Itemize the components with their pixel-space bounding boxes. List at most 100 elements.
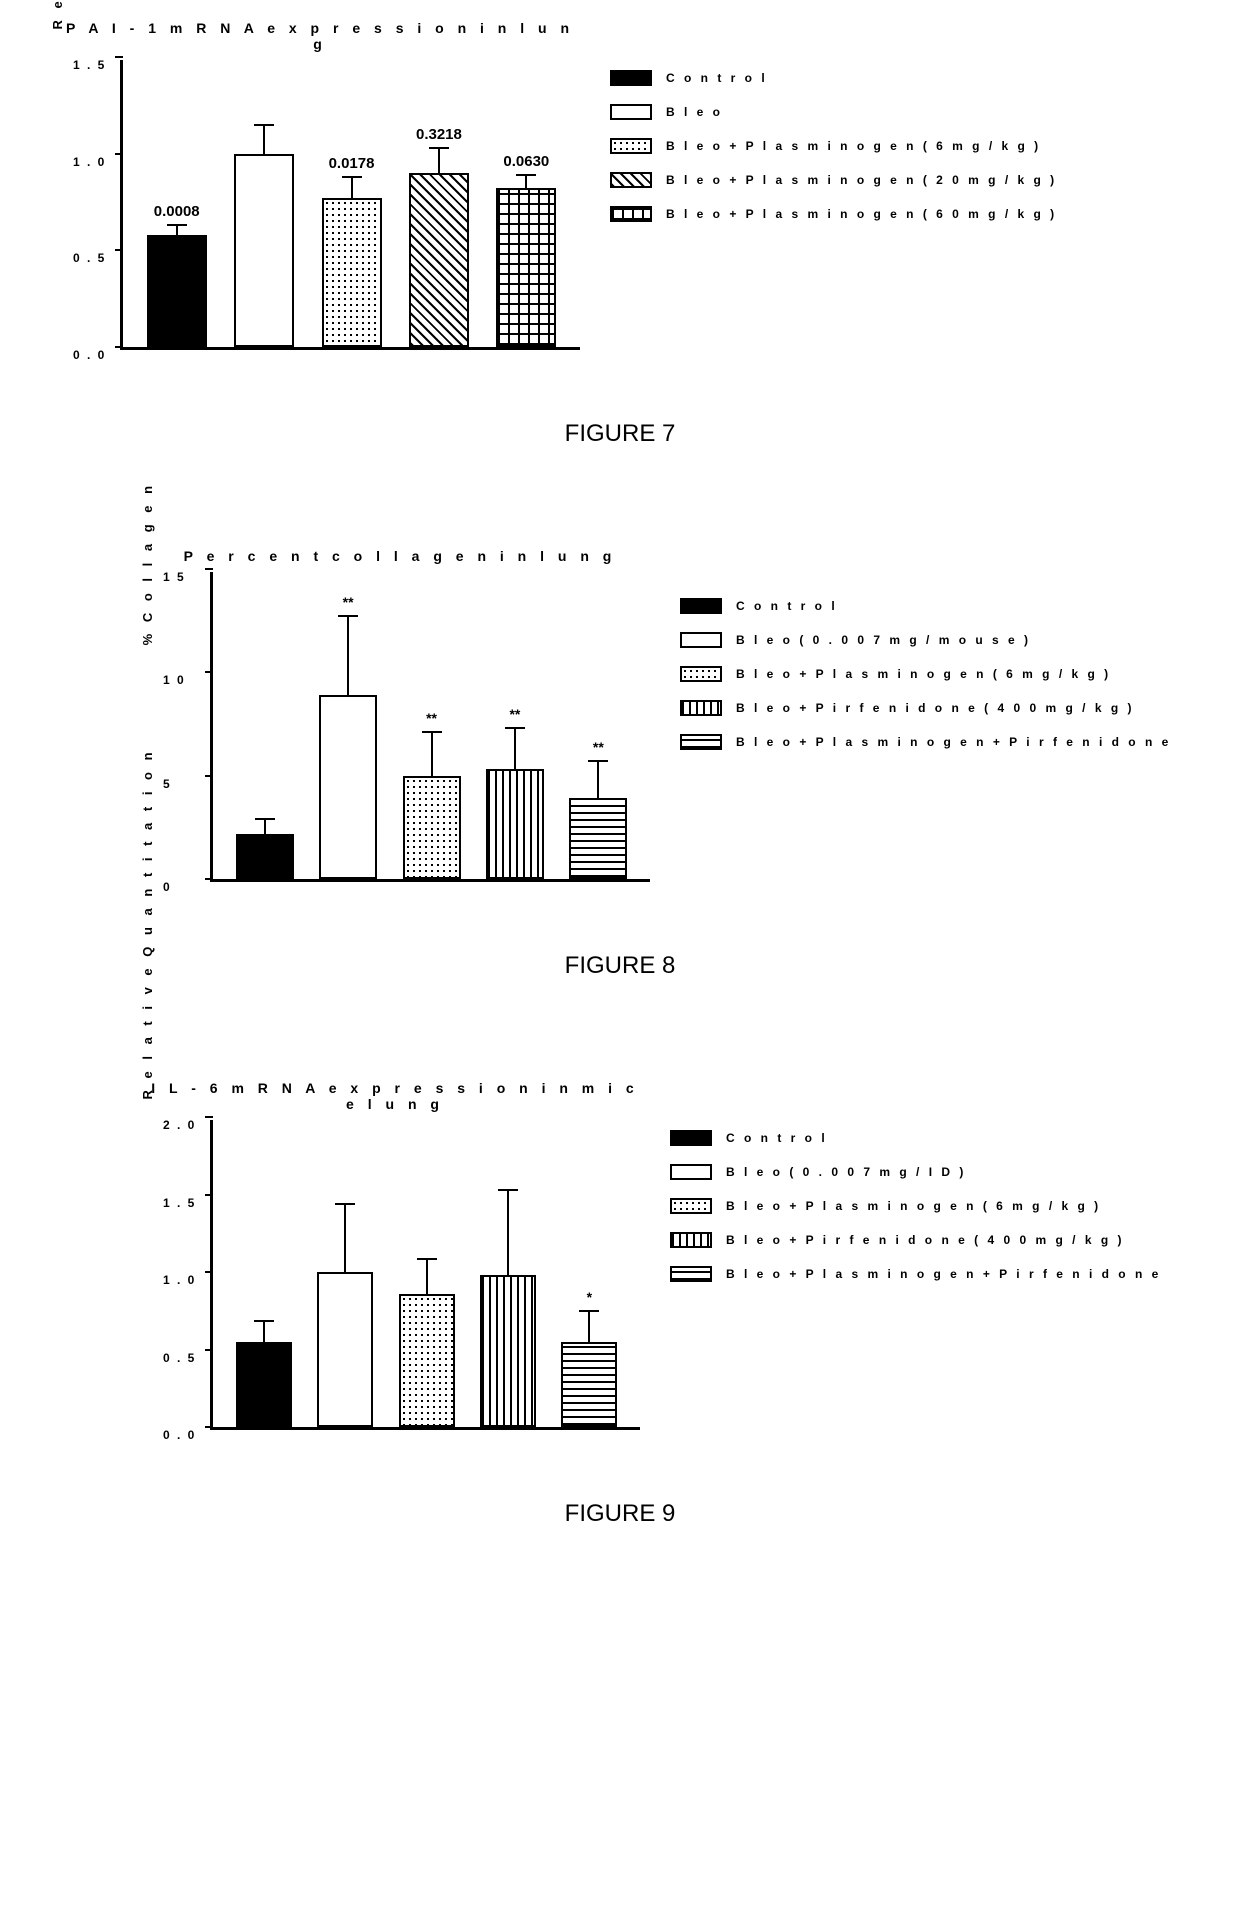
legend-swatch <box>610 70 652 86</box>
legend-item-1: B l e o ( 0 . 0 0 7 m g / m o u s e ) <box>680 632 1171 648</box>
figure9-block: I L - 6 m R N A e x p r e s s i o n i n … <box>20 1080 1220 1528</box>
legend-label: B l e o <box>666 105 723 119</box>
ytick-label: 0 <box>163 880 172 894</box>
ytick-mark <box>115 153 123 155</box>
error-bar <box>351 177 353 200</box>
legend-swatch <box>680 666 722 682</box>
error-cap <box>422 731 442 733</box>
legend-swatch <box>680 632 722 648</box>
legend-item-0: C o n t r o l <box>670 1130 1161 1146</box>
bar-slot: ** <box>557 572 640 879</box>
legend: C o n t r o l B l e o ( 0 . 0 0 7 m g / m… <box>680 598 1171 768</box>
bar-4: * <box>561 1342 617 1427</box>
bars-row: 0.00080.01780.32180.0630 <box>123 60 580 347</box>
legend-label: B l e o + P l a s m i n o g e n + P i r … <box>726 1267 1161 1281</box>
error-bar <box>176 225 178 237</box>
ytick-label: 1 . 0 <box>163 1273 196 1287</box>
error-cap <box>417 1258 437 1260</box>
legend-label: C o n t r o l <box>736 599 838 613</box>
error-bar <box>426 1259 428 1296</box>
bar-2 <box>399 1294 455 1427</box>
legend-swatch <box>610 138 652 154</box>
ytick-mark <box>205 1426 213 1428</box>
error-bar <box>514 728 516 771</box>
error-bar <box>507 1190 509 1277</box>
legend-label: B l e o + P l a s m i n o g e n ( 6 m g … <box>726 1199 1101 1213</box>
legend: C o n t r o l B l e o ( 0 . 0 0 7 m g / I… <box>670 1130 1161 1300</box>
legend-item-4: B l e o + P l a s m i n o g e n + P i r … <box>680 734 1171 750</box>
ytick-label: 0 . 0 <box>73 348 106 362</box>
ytick-label: 0 . 5 <box>73 251 106 265</box>
ytick-label: 5 <box>163 777 172 791</box>
ytick-mark <box>115 346 123 348</box>
bar-annotation: ** <box>509 706 520 722</box>
plot-area: 0 . 00 . 51 . 01 . 52 . 0* <box>210 1120 640 1430</box>
bar-1 <box>317 1272 373 1427</box>
legend-item-2: B l e o + P l a s m i n o g e n ( 6 m g … <box>680 666 1171 682</box>
legend-label: B l e o + P i r f e n i d o n e ( 4 0 0 … <box>726 1233 1125 1247</box>
bar-annotation: * <box>587 1289 592 1305</box>
error-cap <box>498 1189 518 1191</box>
error-cap <box>254 124 274 126</box>
bar-annotation: ** <box>593 739 604 755</box>
bar-slot <box>223 1120 304 1427</box>
bar-1 <box>234 154 294 347</box>
legend-swatch <box>610 104 652 120</box>
bars-row: * <box>213 1120 640 1427</box>
legend-label: B l e o + P i r f e n i d o n e ( 4 0 0 … <box>736 701 1135 715</box>
bar-slot <box>223 572 306 879</box>
bar-slot: 0.0178 <box>308 60 395 347</box>
bar-annotation: 0.3218 <box>416 126 462 143</box>
bar-slot: ** <box>306 572 389 879</box>
bar-3: 0.3218 <box>409 173 469 347</box>
error-cap <box>335 1203 355 1205</box>
bar-0 <box>236 834 294 879</box>
legend-swatch <box>680 700 722 716</box>
bar-slot: * <box>549 1120 630 1427</box>
figure7-container: P A I - 1 m R N A e x p r e s s i o n i … <box>60 20 1220 350</box>
bar-2: ** <box>403 776 461 879</box>
error-bar <box>264 819 266 836</box>
error-cap <box>338 615 358 617</box>
legend-swatch <box>670 1266 712 1282</box>
legend-item-1: B l e o ( 0 . 0 0 7 m g / I D ) <box>670 1164 1161 1180</box>
bar-0: 0.0008 <box>147 235 207 347</box>
legend-swatch <box>670 1232 712 1248</box>
bar-4: 0.0630 <box>496 188 556 347</box>
ytick-mark <box>205 1116 213 1118</box>
ytick-label: 1 5 <box>163 570 186 584</box>
bar-slot: ** <box>390 572 473 879</box>
ytick-mark <box>205 1271 213 1273</box>
bar-3 <box>480 1275 536 1427</box>
error-cap <box>255 818 275 820</box>
ytick-mark <box>205 1194 213 1196</box>
bar-1: ** <box>319 695 377 879</box>
figure-caption: FIGURE 9 <box>20 1500 1220 1528</box>
bar-0 <box>236 1342 292 1427</box>
legend-item-4: B l e o + P l a s m i n o g e n ( 6 0 m … <box>610 206 1057 222</box>
legend-swatch <box>670 1164 712 1180</box>
legend-label: C o n t r o l <box>666 71 768 85</box>
ytick-label: 0 . 5 <box>163 1351 196 1365</box>
ytick-mark <box>115 56 123 58</box>
error-cap <box>167 224 187 226</box>
figure8-container: P e r c e n t c o l l a g e n i n l u n … <box>150 548 1220 882</box>
bar-3: ** <box>486 769 544 879</box>
error-cap <box>505 727 525 729</box>
error-bar <box>588 1311 590 1344</box>
figure9-chart: I L - 6 m R N A e x p r e s s i o n i n … <box>150 1080 640 1430</box>
bar-annotation: 0.0630 <box>503 153 549 170</box>
chart-title: P A I - 1 m R N A e x p r e s s i o n i … <box>60 20 580 52</box>
ytick-mark <box>205 1349 213 1351</box>
plot-area: 051 01 5******** <box>210 572 650 882</box>
ytick-label: 1 0 <box>163 673 186 687</box>
legend-item-2: B l e o + P l a s m i n o g e n ( 6 m g … <box>670 1198 1161 1214</box>
figure-caption: FIGURE 7 <box>20 420 1220 448</box>
ytick-mark <box>205 671 213 673</box>
error-cap <box>588 760 608 762</box>
bars-row: ******** <box>213 572 650 879</box>
bar-slot: 0.3218 <box>395 60 482 347</box>
bar-slot <box>467 1120 548 1427</box>
bar-annotation: 0.0008 <box>154 203 200 220</box>
legend-item-3: B l e o + P i r f e n i d o n e ( 4 0 0 … <box>670 1232 1161 1248</box>
